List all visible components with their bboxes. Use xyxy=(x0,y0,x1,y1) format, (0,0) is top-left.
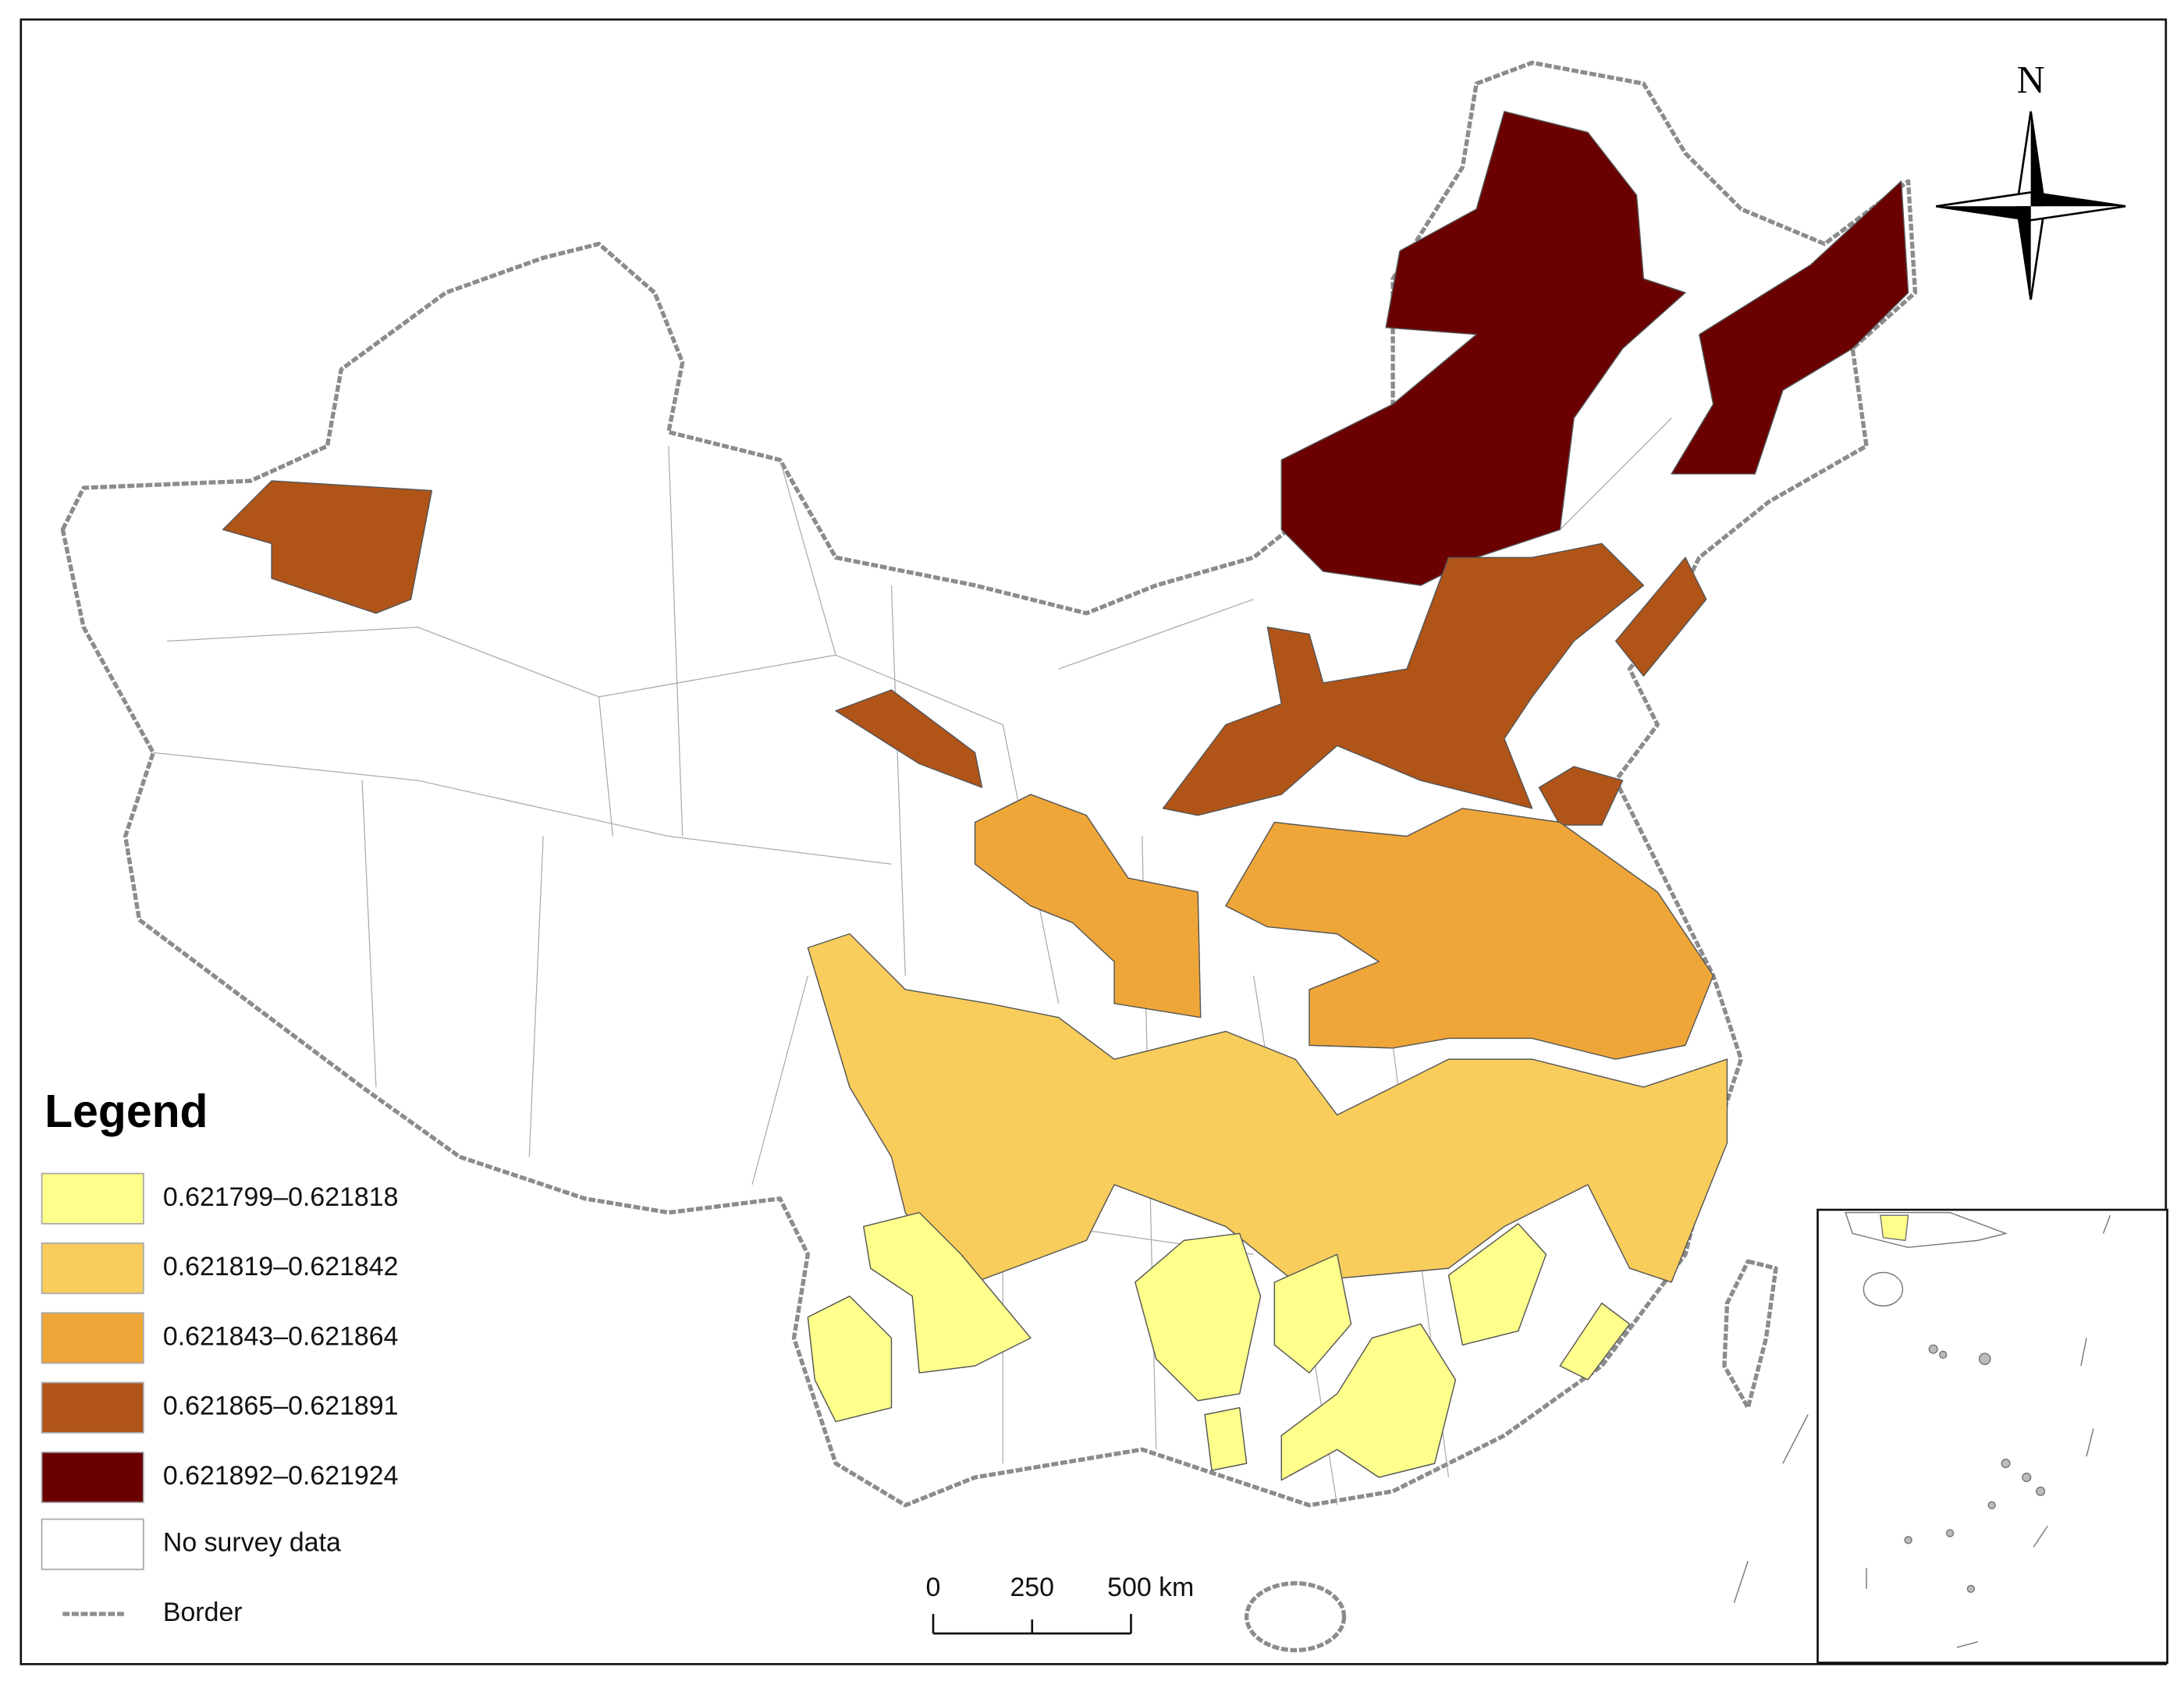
inset-islands xyxy=(1733,1211,2111,1648)
region xyxy=(974,794,1202,1018)
legend-swatch xyxy=(41,1242,144,1295)
legend-label: 0.621843–0.621864 xyxy=(163,1321,399,1351)
region xyxy=(222,480,433,614)
legend-label: 0.621892–0.621924 xyxy=(163,1461,399,1491)
legend-swatch xyxy=(41,1518,144,1570)
north-arrow: N xyxy=(1936,58,2126,300)
legend-label: 0.621865–0.621891 xyxy=(163,1392,399,1421)
region xyxy=(835,689,983,788)
legend-swatch xyxy=(41,1381,144,1434)
legend-title: Legend xyxy=(44,1086,208,1137)
region xyxy=(1204,1406,1248,1471)
island xyxy=(1244,1581,1347,1653)
region xyxy=(1447,1223,1547,1346)
region xyxy=(1280,111,1686,586)
scale-bar xyxy=(932,1613,1132,1635)
legend-label: 0.621799–0.621818 xyxy=(163,1182,399,1212)
island xyxy=(1722,1259,1778,1410)
legend-swatch xyxy=(41,1451,144,1504)
legend-label: No survey data xyxy=(163,1528,341,1558)
legend-label: 0.621819–0.621842 xyxy=(163,1252,399,1281)
scale-label: 250 xyxy=(1010,1573,1054,1602)
legend-label: Border xyxy=(163,1598,243,1627)
region xyxy=(1280,1323,1457,1481)
region xyxy=(1273,1253,1352,1374)
north-label: N xyxy=(2017,58,2045,101)
legend-swatch xyxy=(41,1312,144,1364)
scale-label: 0 xyxy=(926,1573,941,1602)
region xyxy=(1559,1303,1631,1381)
scale-label: 500 km xyxy=(1107,1573,1194,1602)
region xyxy=(1225,808,1714,1060)
legend-swatch xyxy=(41,1172,144,1225)
region xyxy=(1162,542,1645,816)
region xyxy=(1538,766,1624,826)
region xyxy=(1135,1232,1262,1402)
region xyxy=(807,1296,893,1423)
region xyxy=(1614,556,1707,677)
region xyxy=(863,1211,1032,1374)
region xyxy=(1671,180,1909,475)
legend: Legend 0.621799–0.621818 0.621819–0.6218… xyxy=(41,1086,399,1627)
